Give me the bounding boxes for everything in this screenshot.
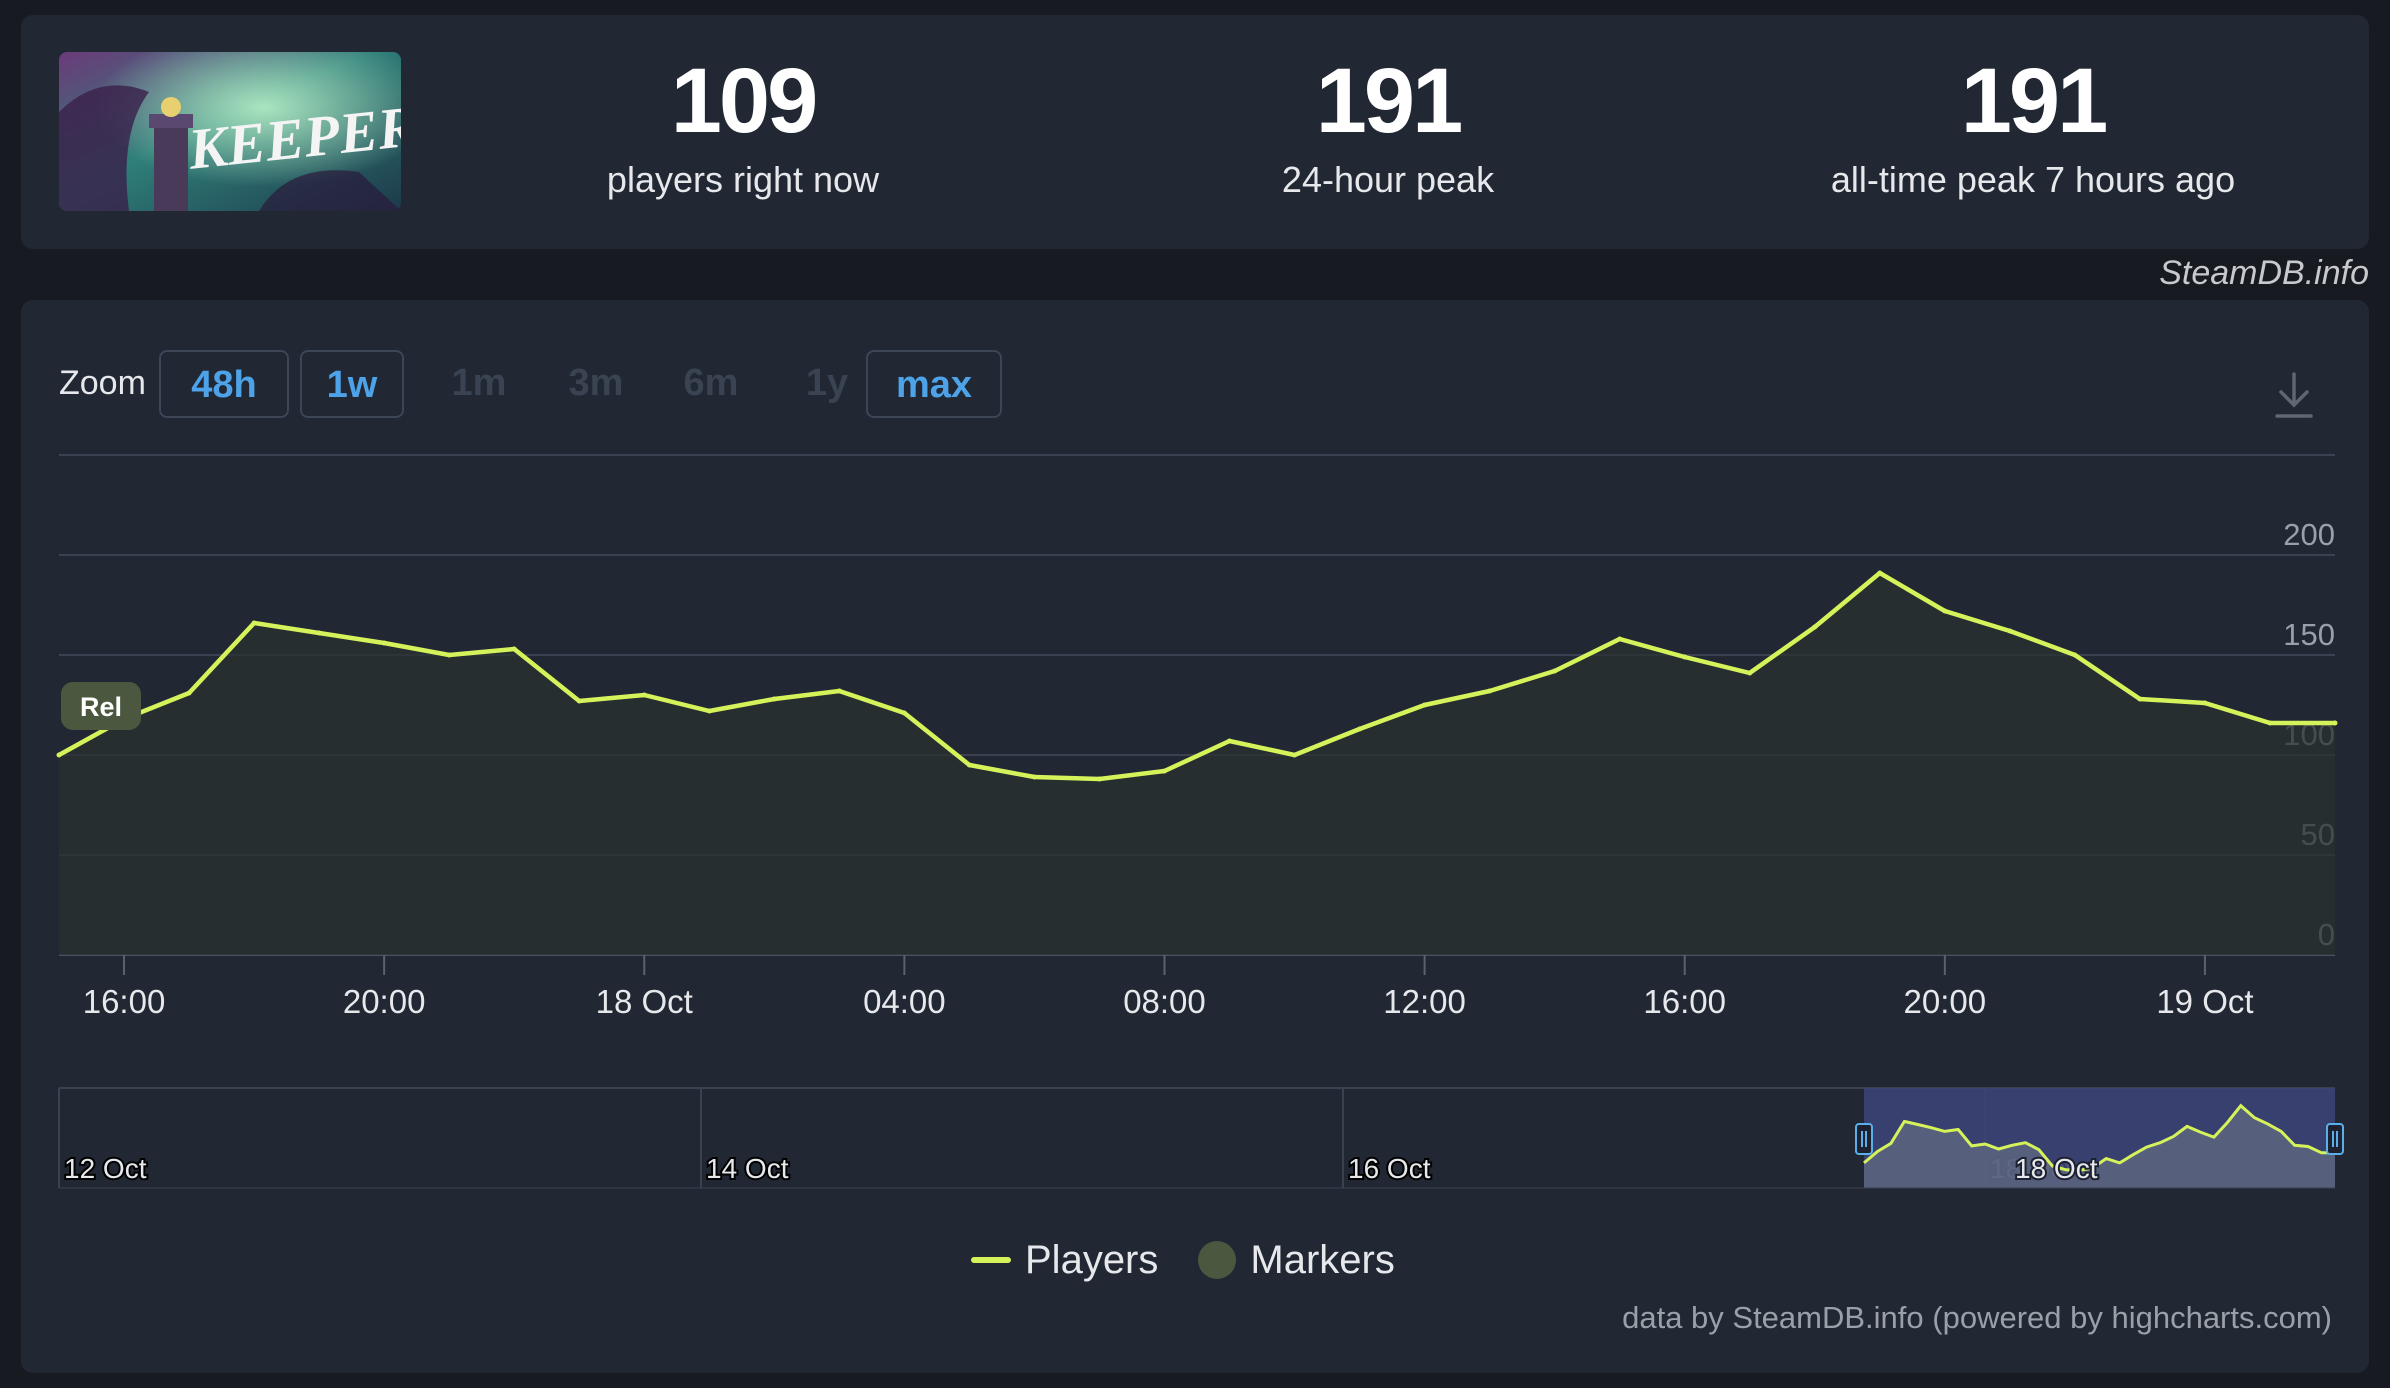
players-data-point[interactable] <box>1292 752 1298 758</box>
players-data-point[interactable] <box>641 692 647 698</box>
game-header-image[interactable]: KEEPER <box>59 52 401 211</box>
peak-24h-value: 191 <box>1315 50 1464 152</box>
x-tick-label: 20:00 <box>1904 983 1987 1020</box>
navigator-series-area <box>1864 1105 2335 1188</box>
zoom-1m-button[interactable]: 1m <box>451 362 507 404</box>
peak-24h-label: 24-hour peak <box>1281 159 1495 200</box>
players-data-point[interactable] <box>2267 720 2273 726</box>
players-data-point[interactable] <box>1227 738 1233 744</box>
players-data-point[interactable] <box>1096 776 1102 782</box>
players-data-point[interactable] <box>1942 608 1948 614</box>
stats-panel: KEEPER 109 players right now 191 24-hour… <box>21 15 2369 249</box>
all-time-peak-stat: 191 all-time peak 7 hours ago <box>1733 55 2333 201</box>
players-data-point[interactable] <box>56 752 62 758</box>
legend-item-markers[interactable]: Markers <box>1198 1237 1395 1283</box>
navigator-date-label: 16 Oct <box>1348 1153 1431 1184</box>
chart-panel: Zoom 48h 1w 1m 3m 6m 1y max 050100150200… <box>21 300 2369 1373</box>
players-data-point[interactable] <box>381 640 387 646</box>
all-time-peak-label: all-time peak 7 hours ago <box>1830 159 2236 200</box>
players-data-point[interactable] <box>1357 726 1363 732</box>
players-data-point[interactable] <box>1877 570 1883 576</box>
legend-item-players[interactable]: Players <box>971 1238 1158 1283</box>
x-tick-label: 04:00 <box>863 983 946 1020</box>
current-players-value: 109 <box>670 50 819 152</box>
players-data-point[interactable] <box>1487 688 1493 694</box>
x-tick-label: 16:00 <box>83 983 166 1020</box>
zoom-3m-button[interactable]: 3m <box>568 362 624 404</box>
y-tick-label: 150 <box>2283 617 2335 652</box>
zoom-1w-button[interactable]: 1w <box>300 350 404 418</box>
navigator-series-line <box>1863 1103 2335 1172</box>
navigator-date-label: 14 Oct <box>706 1153 789 1184</box>
players-data-point[interactable] <box>1031 774 1037 780</box>
zoom-48h-button[interactable]: 48h <box>159 350 289 418</box>
zoom-1y-button[interactable]: 1y <box>805 362 849 404</box>
players-data-point[interactable] <box>511 646 517 652</box>
players-data-point[interactable] <box>446 652 452 658</box>
players-data-point[interactable] <box>1617 636 1623 642</box>
players-data-point[interactable] <box>2007 628 2013 634</box>
steamdb-credit[interactable]: SteamDB.info <box>2159 254 2369 292</box>
players-series-line[interactable] <box>57 570 2335 782</box>
y-tick-label: 200 <box>2283 517 2335 552</box>
chart-legend: Players Markers <box>971 1232 1395 1288</box>
current-players-label: players right now <box>606 159 880 200</box>
peak-24h-stat: 191 24-hour peak <box>1088 55 1688 201</box>
players-data-point[interactable] <box>2137 696 2143 702</box>
navigator-right-handle[interactable] <box>2326 1123 2344 1155</box>
legend-players-label: Players <box>1025 1237 1159 1282</box>
players-data-point[interactable] <box>1552 668 1558 674</box>
players-data-point[interactable] <box>966 762 972 768</box>
players-data-point[interactable] <box>1422 702 1428 708</box>
navigator-selection-date-label: 18 Oct <box>2015 1153 2098 1184</box>
x-tick-label: 19 Oct <box>2156 983 2253 1020</box>
data-credit[interactable]: data by SteamDB.info (powered by highcha… <box>1622 1300 2332 1335</box>
players-data-point[interactable] <box>2072 652 2078 658</box>
x-tick-label: 18 Oct <box>596 983 693 1020</box>
x-tick-label: 08:00 <box>1123 983 1206 1020</box>
players-data-point[interactable] <box>1682 654 1688 660</box>
players-data-point[interactable] <box>1812 624 1818 630</box>
download-icon[interactable] <box>2271 368 2317 427</box>
x-tick-label: 20:00 <box>343 983 426 1020</box>
x-tick-label: 12:00 <box>1383 983 1466 1020</box>
players-data-point[interactable] <box>576 698 582 704</box>
players-legend-line <box>971 1257 1011 1263</box>
navigator-left-handle[interactable] <box>1855 1123 1873 1155</box>
release-marker-label: Rel <box>80 692 122 722</box>
zoom-label: Zoom <box>59 364 146 402</box>
players-data-point[interactable] <box>2332 720 2338 726</box>
players-series-area <box>59 573 2335 955</box>
all-time-peak-value: 191 <box>1960 50 2109 152</box>
current-players-stat: 109 players right now <box>443 55 1043 201</box>
players-data-point[interactable] <box>836 688 842 694</box>
players-data-point[interactable] <box>706 708 712 714</box>
legend-markers-label: Markers <box>1250 1237 1395 1282</box>
players-data-point[interactable] <box>901 710 907 716</box>
players-data-point[interactable] <box>771 696 777 702</box>
zoom-max-button[interactable]: max <box>866 350 1002 418</box>
release-marker[interactable]: Rel <box>61 682 141 730</box>
markers-legend-dot <box>1198 1241 1237 1279</box>
x-tick-label: 16:00 <box>1643 983 1726 1020</box>
players-data-point[interactable] <box>2202 700 2208 706</box>
players-data-point[interactable] <box>316 630 322 636</box>
navigator-date-label: 12 Oct <box>64 1153 147 1184</box>
players-data-point[interactable] <box>1747 670 1753 676</box>
players-data-point[interactable] <box>251 620 257 626</box>
players-data-point[interactable] <box>186 690 192 696</box>
players-data-point[interactable] <box>1161 768 1167 774</box>
zoom-6m-button[interactable]: 6m <box>683 362 739 404</box>
